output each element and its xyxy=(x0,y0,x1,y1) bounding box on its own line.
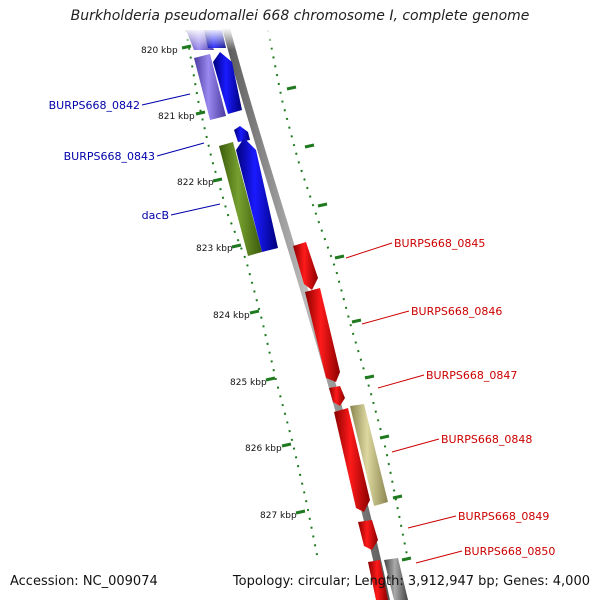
scale-label-824: 824 kbp xyxy=(213,311,250,321)
gene-dacB xyxy=(219,142,262,256)
scale-label-821: 821 kbp xyxy=(158,112,195,122)
gene-BURPS668_0850-red xyxy=(368,560,388,600)
scale-labels: 820 kbp 821 kbp 822 kbp 823 kbp 824 kbp … xyxy=(141,46,297,521)
scale-label-822: 822 kbp xyxy=(177,178,214,188)
right-gene-labels: BURPS668_0845 BURPS668_0846 BURPS668_084… xyxy=(345,237,555,564)
label-BURPS668_0843[interactable]: BURPS668_0843 xyxy=(64,150,155,163)
gene-BURPS668_0842-purple xyxy=(194,54,226,120)
label-BURPS668_0847[interactable]: BURPS668_0847 xyxy=(426,369,517,382)
label-BURPS668_0848[interactable]: BURPS668_0848 xyxy=(441,433,532,446)
gene-BURPS668_0846 xyxy=(305,288,340,382)
label-BURPS668_0850[interactable]: BURPS668_0850 xyxy=(464,545,555,558)
scale-label-820: 820 kbp xyxy=(141,46,178,56)
scale-ticks xyxy=(181,44,306,515)
gene-BURPS668_0848-red xyxy=(334,408,370,512)
gene-BURPS668_0845 xyxy=(293,242,318,290)
outer-tick-marks xyxy=(286,85,412,562)
label-BURPS668_0842[interactable]: BURPS668_0842 xyxy=(49,99,140,112)
outer-dotted-guide xyxy=(267,29,409,561)
gene-BURPS668_0849 xyxy=(358,520,378,550)
label-BURPS668_0849[interactable]: BURPS668_0849 xyxy=(458,510,549,523)
label-dacB[interactable]: dacB xyxy=(142,209,169,222)
scale-label-823: 823 kbp xyxy=(196,244,233,254)
gene-BURPS668_0848-khaki xyxy=(350,404,388,506)
map-title: Burkholderia pseudomallei 668 chromosome… xyxy=(70,8,530,24)
scale-label-826: 826 kbp xyxy=(245,444,282,454)
scale-label-827: 827 kbp xyxy=(260,511,297,521)
accession-text: Accession: NC_009074 xyxy=(10,574,158,589)
scale-label-825: 825 kbp xyxy=(230,378,267,388)
label-BURPS668_0846[interactable]: BURPS668_0846 xyxy=(411,305,502,318)
left-gene-labels: BURPS668_0842 BURPS668_0843 dacB xyxy=(49,93,221,222)
gene-BURPS668_0843 xyxy=(234,126,250,142)
gene-BURPS668_0847 xyxy=(329,386,345,406)
gene-blue-long xyxy=(236,138,278,252)
top-fade xyxy=(150,28,310,50)
genome-stats-text: Topology: circular; Length: 3,912,947 bp… xyxy=(232,574,590,589)
gene-BURPS668_0842-blue xyxy=(213,52,242,114)
gene-BURPS668_0850-gray xyxy=(384,558,408,600)
label-BURPS668_0845[interactable]: BURPS668_0845 xyxy=(394,237,485,250)
